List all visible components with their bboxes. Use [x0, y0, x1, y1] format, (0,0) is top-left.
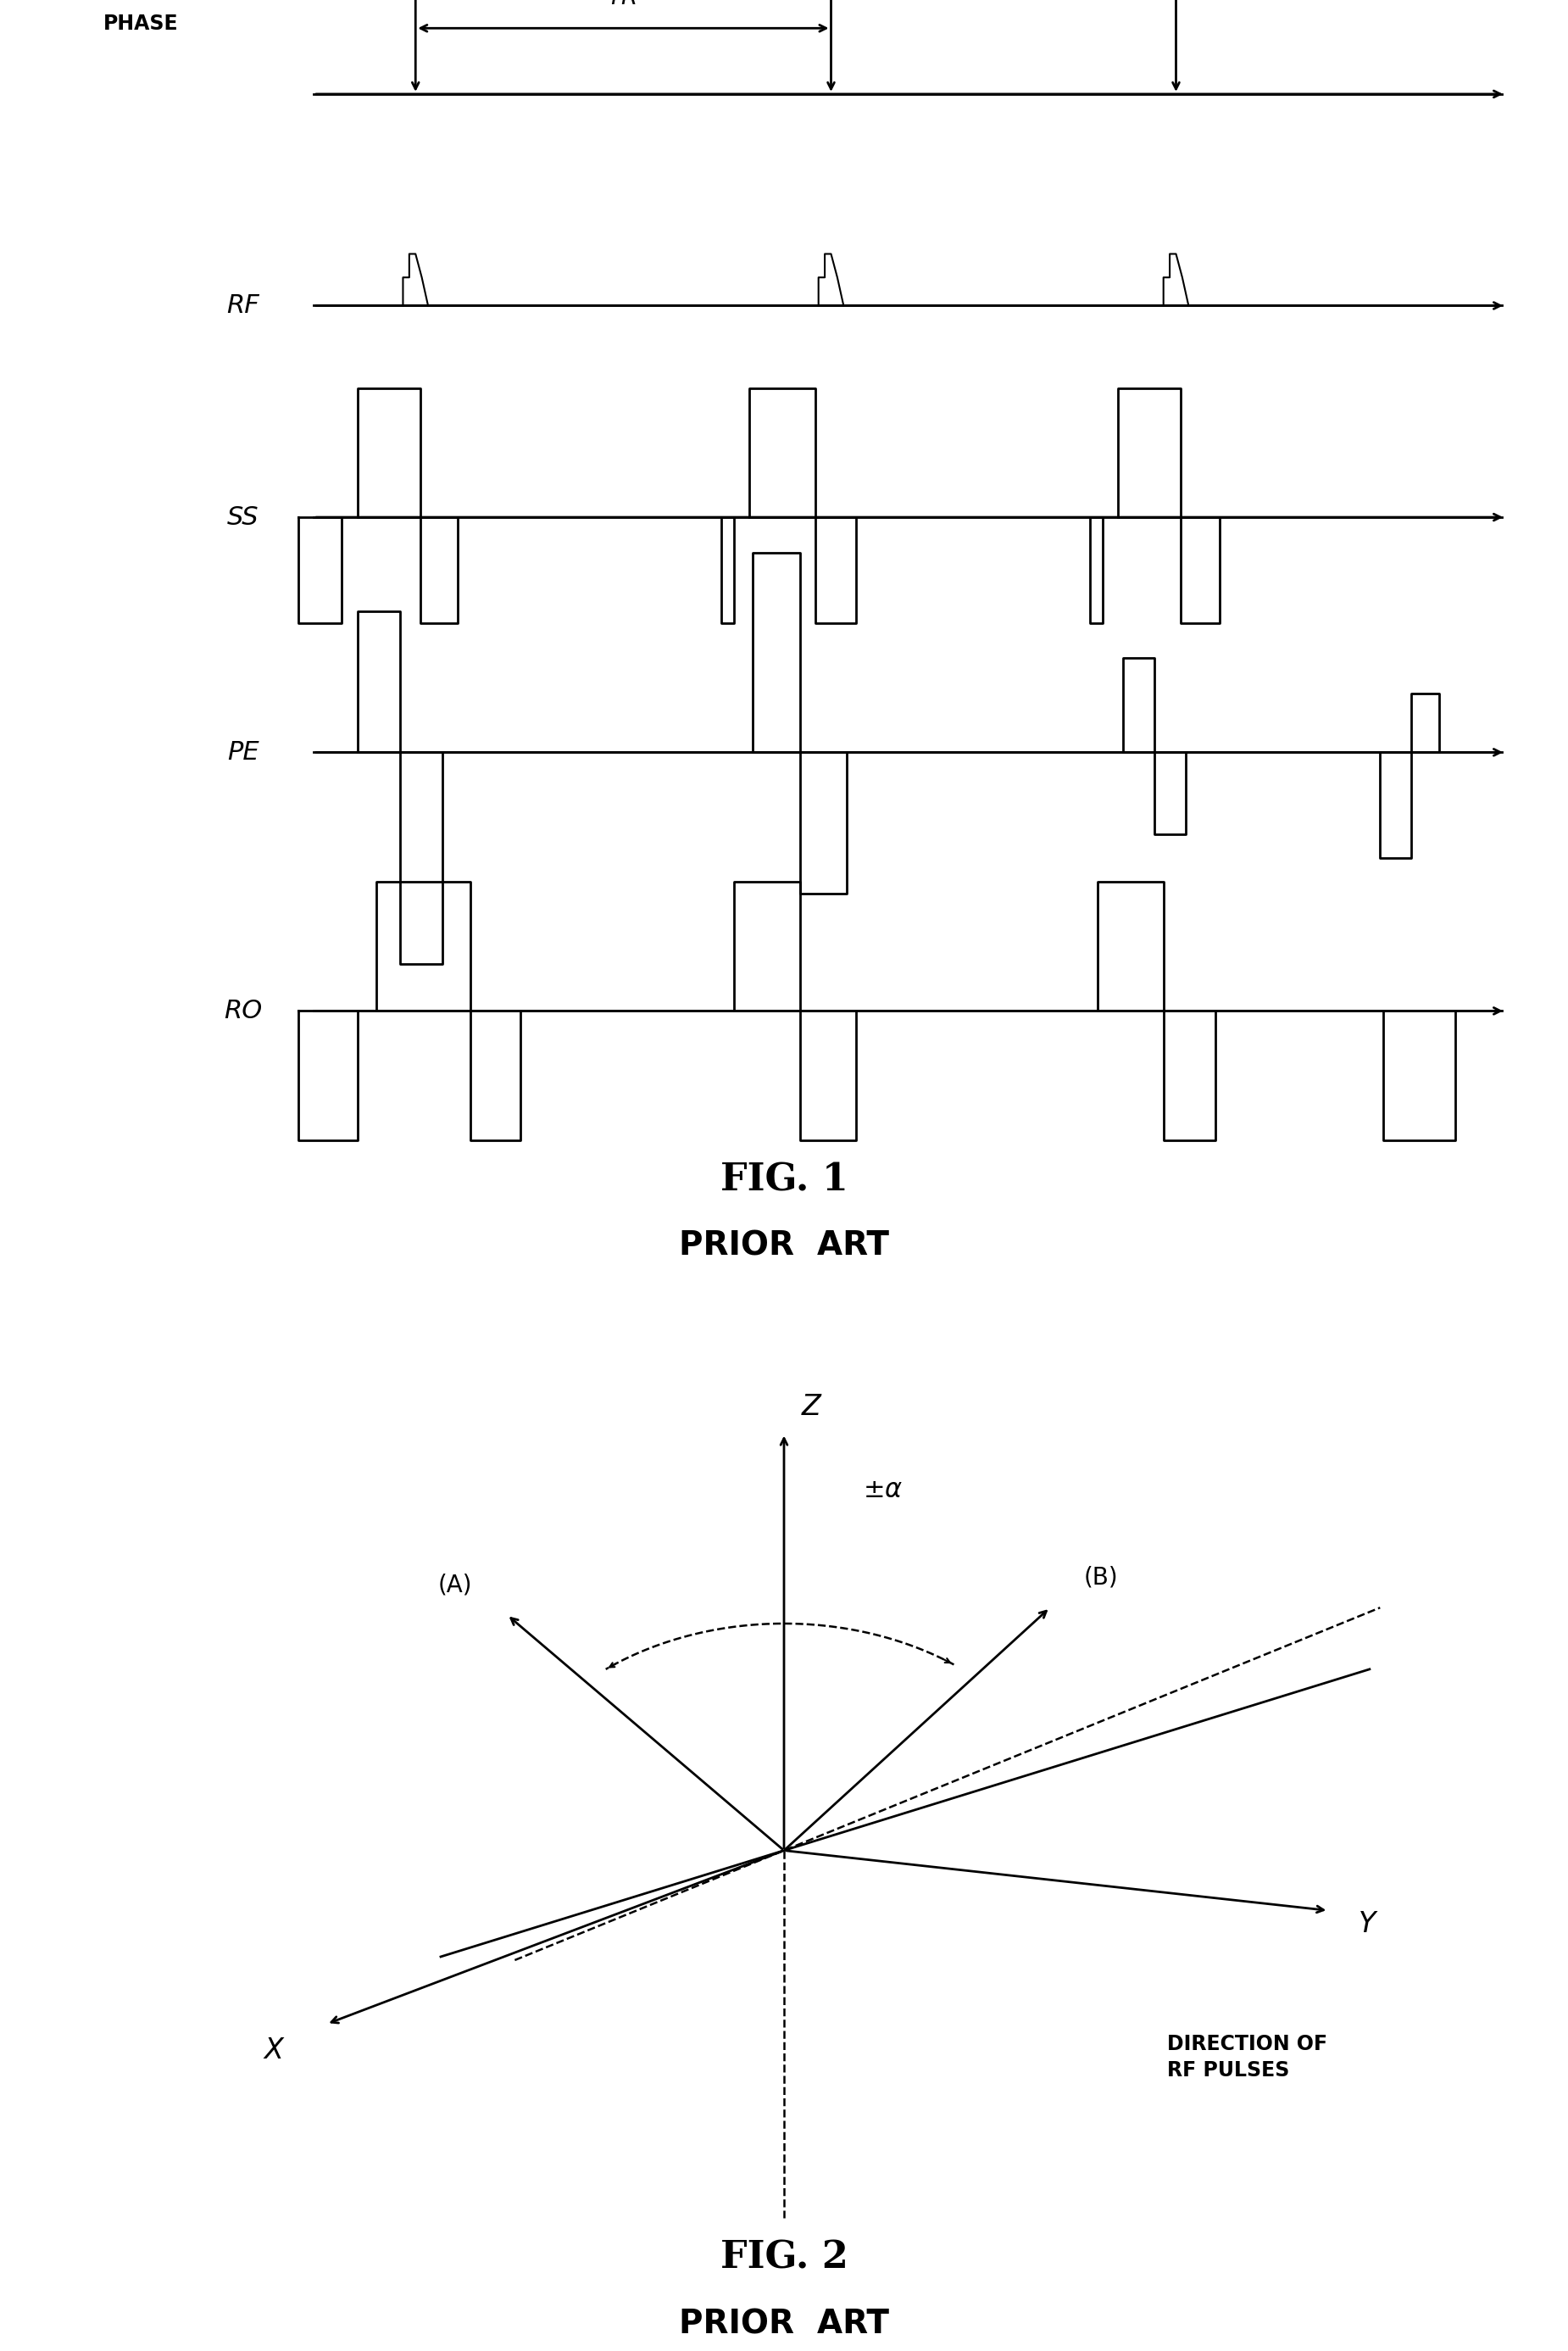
Text: Z: Z	[801, 1392, 820, 1420]
Text: TR: TR	[608, 0, 638, 9]
Text: (A): (A)	[437, 1573, 472, 1596]
Text: PRIOR  ART: PRIOR ART	[679, 2309, 889, 2339]
Text: FIG. 2: FIG. 2	[720, 2241, 848, 2276]
Text: Y: Y	[1359, 1909, 1377, 1937]
Text: PRIOR  ART: PRIOR ART	[679, 1230, 889, 1262]
Text: PHASE: PHASE	[103, 14, 179, 33]
Text: RO: RO	[224, 999, 262, 1023]
Text: FIG. 1: FIG. 1	[720, 1161, 848, 1199]
Text: RF: RF	[227, 294, 259, 317]
Text: SS: SS	[227, 505, 259, 529]
Text: PE: PE	[227, 741, 259, 764]
Text: (B): (B)	[1083, 1566, 1118, 1589]
Text: X: X	[263, 2036, 284, 2064]
Text: DIRECTION OF
RF PULSES: DIRECTION OF RF PULSES	[1167, 2034, 1328, 2081]
Text: $\pm\alpha$: $\pm\alpha$	[862, 1479, 903, 1502]
